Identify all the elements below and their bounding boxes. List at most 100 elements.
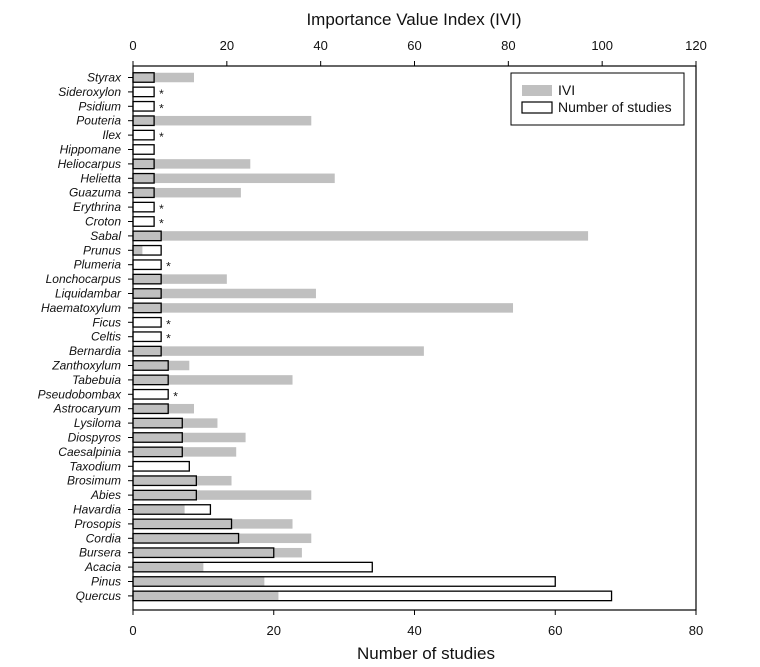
category-label-brosimum: Brosimum bbox=[67, 474, 121, 488]
category-label-sabal: Sabal bbox=[90, 229, 121, 243]
category-label-ficus: Ficus bbox=[92, 315, 121, 329]
bar-ivi-styrax bbox=[133, 72, 194, 83]
bar-ivi-helietta bbox=[133, 173, 335, 184]
bar-studies-croton bbox=[132, 216, 155, 227]
top-tick-label-80: 80 bbox=[501, 38, 515, 53]
asterisk-plumeria: * bbox=[166, 260, 171, 274]
bar-ivi-havardia bbox=[133, 504, 185, 515]
category-label-guazuma: Guazuma bbox=[69, 186, 121, 200]
asterisk-ilex: * bbox=[159, 130, 164, 144]
category-label-lonchocarpus: Lonchocarpus bbox=[46, 272, 121, 286]
bar-ivi-caesalpinia bbox=[133, 447, 237, 457]
category-label-caesalpinia: Caesalpinia bbox=[58, 445, 121, 459]
category-label-astrocaryum: Astrocaryum bbox=[53, 402, 121, 416]
category-label-pouteria: Pouteria bbox=[76, 114, 121, 128]
top-tick-label-40: 40 bbox=[313, 38, 327, 53]
category-label-lysiloma: Lysiloma bbox=[74, 416, 121, 430]
bar-ivi-haematoxylum bbox=[133, 303, 514, 313]
category-label-hippomane: Hippomane bbox=[60, 143, 122, 157]
category-label-celtis: Celtis bbox=[91, 330, 121, 344]
category-label-tabebuia: Tabebuia bbox=[72, 373, 121, 387]
bar-ivi-tabebuia bbox=[133, 375, 293, 385]
top-tick-label-0: 0 bbox=[129, 38, 136, 53]
bar-studies-erythrina bbox=[132, 201, 155, 213]
bottom-tick-label-60: 60 bbox=[548, 623, 562, 638]
category-label-prosopis: Prosopis bbox=[74, 517, 121, 531]
category-label-croton: Croton bbox=[85, 215, 121, 229]
bar-ivi-bursera bbox=[133, 547, 302, 558]
bottom-axis-title: Number of studies bbox=[357, 644, 495, 663]
legend: IVI Number of studies bbox=[510, 72, 685, 126]
bar-ivi-abies bbox=[133, 490, 312, 500]
bar-studies-ilex bbox=[132, 129, 155, 141]
bar-studies-ficus bbox=[132, 316, 162, 328]
bar-studies-plumeria bbox=[132, 259, 162, 271]
category-label-helietta: Helietta bbox=[80, 171, 121, 185]
category-label-erythrina: Erythrina bbox=[73, 200, 121, 214]
category-label-quercus: Quercus bbox=[76, 589, 121, 603]
asterisk-croton: * bbox=[159, 217, 164, 231]
bar-ivi-zanthoxylum bbox=[133, 360, 190, 371]
bar-studies-celtis bbox=[132, 331, 162, 343]
bar-studies-sideroxylon bbox=[132, 86, 155, 98]
asterisk-celtis: * bbox=[166, 332, 171, 346]
category-label-psidium: Psidium bbox=[78, 99, 121, 113]
bar-ivi-diospyros bbox=[133, 432, 246, 443]
bar-ivi-astrocaryum bbox=[133, 403, 194, 414]
bottom-tick-label-20: 20 bbox=[267, 623, 281, 638]
bar-studies-psidium bbox=[132, 100, 155, 112]
category-label-acacia: Acacia bbox=[84, 560, 121, 574]
category-label-abies: Abies bbox=[90, 488, 121, 502]
bar-studies-pseudobombax bbox=[132, 388, 169, 400]
bar-ivi-cordia bbox=[133, 533, 312, 544]
asterisk-sideroxylon: * bbox=[159, 87, 164, 101]
asterisk-pseudobombax: * bbox=[173, 389, 178, 403]
category-label-sideroxylon: Sideroxylon bbox=[58, 85, 121, 99]
category-labels: StyraxSideroxylonPsidiumPouteriaIlexHipp… bbox=[38, 71, 122, 603]
bar-ivi-bernardia bbox=[133, 346, 424, 356]
bottom-tick-label-40: 40 bbox=[407, 623, 421, 638]
bar-ivi-pinus bbox=[133, 576, 265, 587]
category-label-diospyros: Diospyros bbox=[68, 431, 121, 445]
legend-label-studies: Number of studies bbox=[558, 99, 672, 115]
legend-box bbox=[510, 72, 685, 126]
legend-label-ivi: IVI bbox=[558, 82, 575, 98]
bar-ivi-guazuma bbox=[133, 187, 241, 198]
category-label-plumeria: Plumeria bbox=[74, 258, 122, 272]
category-label-prunus: Prunus bbox=[83, 243, 121, 257]
bar-ivi-lonchocarpus bbox=[133, 274, 227, 284]
top-tick-label-20: 20 bbox=[220, 38, 234, 53]
category-label-zanthoxylum: Zanthoxylum bbox=[51, 359, 121, 373]
bar-ivi-pouteria bbox=[133, 115, 312, 126]
top-tick-label-60: 60 bbox=[407, 38, 421, 53]
category-label-pseudobombax: Pseudobombax bbox=[38, 387, 122, 401]
category-label-cordia: Cordia bbox=[86, 531, 122, 545]
top-axis-title: Importance Value Index (IVI) bbox=[306, 10, 521, 29]
ticks-layer: 0 20 40 60 80 100 120 0 20 40 60 80 bbox=[128, 38, 707, 638]
category-label-styrax: Styrax bbox=[87, 71, 122, 85]
bar-ivi-quercus bbox=[133, 591, 279, 601]
bar-ivi-lysiloma bbox=[133, 418, 218, 428]
asterisk-psidium: * bbox=[159, 101, 164, 115]
bar-ivi-brosimum bbox=[133, 475, 232, 486]
bar-studies-taxodium bbox=[132, 460, 190, 472]
category-label-bursera: Bursera bbox=[79, 546, 121, 560]
bar-ivi-sabal bbox=[133, 231, 589, 241]
category-label-heliocarpus: Heliocarpus bbox=[58, 157, 121, 171]
bar-ivi-heliocarpus bbox=[133, 159, 251, 169]
asterisk-ficus: * bbox=[166, 317, 171, 331]
category-label-haematoxylum: Haematoxylum bbox=[41, 301, 121, 315]
bottom-tick-label-0: 0 bbox=[129, 623, 136, 638]
legend-swatch-studies bbox=[521, 101, 553, 114]
top-tick-label-100: 100 bbox=[591, 38, 613, 53]
bar-studies-hippomane bbox=[132, 144, 155, 155]
bar-ivi-liquidambar bbox=[133, 288, 316, 299]
asterisk-erythrina: * bbox=[159, 202, 164, 216]
category-label-taxodium: Taxodium bbox=[69, 459, 121, 473]
bar-ivi-prosopis bbox=[133, 519, 293, 529]
bottom-tick-label-80: 80 bbox=[689, 623, 703, 638]
bar-ivi-acacia bbox=[133, 562, 204, 572]
bar-ivi-prunus bbox=[133, 245, 143, 256]
category-label-liquidambar: Liquidambar bbox=[55, 287, 122, 301]
